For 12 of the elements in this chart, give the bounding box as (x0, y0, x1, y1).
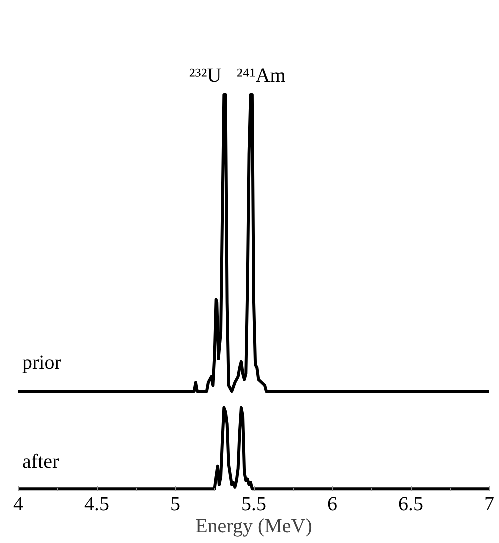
x-tick-label: 7 (484, 494, 494, 516)
series-label: prior (22, 352, 62, 374)
x-tick-label: 5.5 (242, 494, 266, 516)
x-tick-label: 6 (328, 494, 338, 516)
x-axis-title: Energy (MeV) (196, 516, 312, 538)
annotation: ²⁴¹Am (236, 64, 286, 87)
x-tick-label: 4 (14, 494, 24, 516)
series-label: after (22, 450, 60, 473)
x-tick-label: 4.5 (84, 494, 110, 516)
x-tick-label: 6.5 (398, 494, 424, 516)
annotation: ²³²U (189, 64, 222, 87)
x-tick-label: 5 (170, 494, 180, 516)
